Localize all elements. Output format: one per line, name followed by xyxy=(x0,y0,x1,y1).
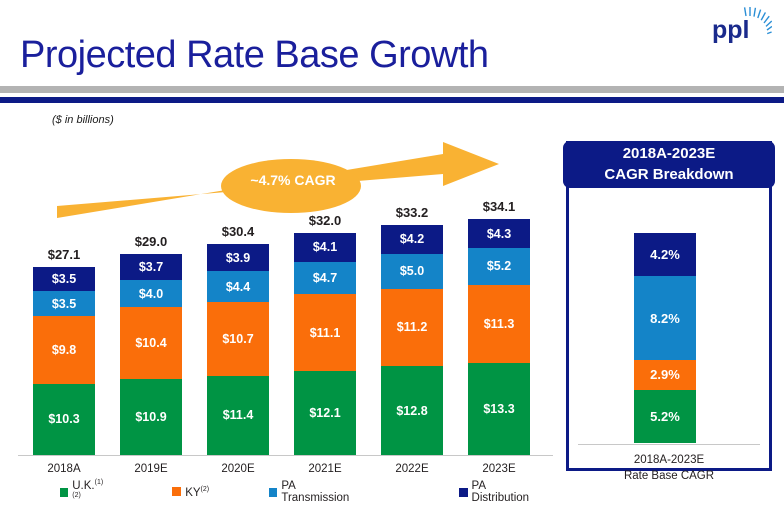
cagr-segment-uk: 5.2% xyxy=(634,389,696,443)
x-axis-label: 2022E xyxy=(395,463,429,475)
legend-swatch-icon xyxy=(172,487,182,497)
chart-legend: U.K.(1) (2) KY(2) PA Transmission PA Distri… xyxy=(60,479,540,505)
bar-total-label: $29.0 xyxy=(134,234,168,250)
bar-total-label: $27.1 xyxy=(47,247,81,263)
bar-segment-pa-distribution: $4.3 xyxy=(468,218,530,249)
bar-segment-ky: $11.1 xyxy=(294,294,356,372)
stacked-bar: $3.5 $3.5 $9.8 $10.3 xyxy=(33,267,95,455)
legend-label: PA Distribution xyxy=(471,480,530,504)
bar-segment-ky: $11.2 xyxy=(381,288,443,367)
cagr-segment-ky: 2.9% xyxy=(634,360,696,390)
bar-segment-pa-transmission: $5.2 xyxy=(468,248,530,285)
legend-label: KY(2) xyxy=(185,485,210,499)
ppl-logo: ppl xyxy=(710,4,773,46)
legend-item-pa-transmission[interactable]: PA Transmission xyxy=(269,480,359,504)
stacked-bar: $4.1 $4.7 $11.1 $12.1 xyxy=(294,233,356,455)
cagr-footer-line2: Rate Base CAGR xyxy=(623,470,715,483)
stacked-bar: $3.9 $4.4 $10.7 $11.4 xyxy=(207,244,269,455)
bar-segment-uk: $12.1 xyxy=(294,371,356,455)
bar-group: $33.2 $4.2 $5.0 $11.2 $12.8 2022E xyxy=(381,0,443,508)
stacked-bar: $4.3 $5.2 $11.3 $13.3 xyxy=(468,218,530,455)
cagr-segment-pa-distribution: 4.2% xyxy=(634,233,696,277)
x-axis-label: 2020E xyxy=(221,463,255,475)
cagr-panel-header: 2018A-2023E CAGR Breakdown xyxy=(563,141,775,188)
bar-segment-ky: $10.7 xyxy=(207,301,269,376)
legend-item-pa-distribution[interactable]: PA Distribution xyxy=(459,480,540,504)
x-axis-label: 2019E xyxy=(134,463,168,475)
bar-group: $32.0 $4.1 $4.7 $11.1 $12.1 2021E xyxy=(294,0,356,508)
bar-segment-ky: $9.8 xyxy=(33,315,95,384)
legend-item-ky[interactable]: KY(2) xyxy=(172,485,210,499)
bar-total-label: $34.1 xyxy=(482,198,516,214)
stacked-bar: $4.2 $5.0 $11.2 $12.8 xyxy=(381,224,443,455)
cagr-panel-baseline xyxy=(578,444,760,445)
bar-group: $27.1 $3.5 $3.5 $9.8 $10.3 2018A xyxy=(33,0,95,508)
bar-total-label: $30.4 xyxy=(221,224,255,240)
bar-total-label: $33.2 xyxy=(395,204,429,220)
bar-segment-uk: $12.8 xyxy=(381,366,443,455)
bar-segment-pa-transmission: $4.0 xyxy=(120,279,182,308)
legend-footnote-marker: (2) xyxy=(200,485,210,493)
chart-baseline xyxy=(18,455,553,456)
cagr-stacked-bar: 4.2% 8.2% 2.9% 5.2% xyxy=(634,233,696,443)
legend-swatch-icon xyxy=(269,487,278,497)
cagr-segment-pa-transmission: 8.2% xyxy=(634,276,696,361)
x-axis-label: 2021E xyxy=(308,463,342,475)
bar-segment-pa-distribution: $3.7 xyxy=(120,254,182,280)
header-divider-gray xyxy=(0,86,784,93)
bar-segment-uk: $11.4 xyxy=(207,375,269,455)
bar-segment-ky: $10.4 xyxy=(120,307,182,380)
units-note: ($ in billions) xyxy=(52,114,114,126)
cagr-panel-footer: 2018A-2023E Rate Base CAGR xyxy=(578,452,760,484)
bar-segment-pa-distribution: $4.1 xyxy=(294,233,356,262)
cagr-footer-line1: 2018A-2023E xyxy=(633,454,705,466)
header-divider-navy xyxy=(0,97,784,103)
cagr-panel-header-line2: CAGR Breakdown xyxy=(604,165,734,183)
bar-group: $29.0 $3.7 $4.0 $10.4 $10.9 2019E xyxy=(120,0,182,508)
legend-label: U.K.(1) (2) xyxy=(72,479,104,499)
bar-segment-pa-transmission: $5.0 xyxy=(381,254,443,289)
bar-segment-pa-distribution: $4.2 xyxy=(381,224,443,255)
bar-segment-ky: $11.3 xyxy=(468,284,530,363)
bar-group: $30.4 $3.9 $4.4 $10.7 $11.4 2020E xyxy=(207,0,269,508)
bar-segment-pa-distribution: $3.9 xyxy=(207,244,269,272)
x-axis-label: 2018A xyxy=(47,463,81,475)
page-title: Projected Rate Base Growth xyxy=(20,34,489,76)
ppl-logo-text: ppl xyxy=(712,16,750,44)
bar-segment-uk: $13.3 xyxy=(468,362,530,455)
bar-segment-pa-distribution: $3.5 xyxy=(33,267,95,292)
bar-segment-uk: $10.9 xyxy=(120,379,182,455)
legend-swatch-icon xyxy=(459,487,468,497)
bar-segment-uk: $10.3 xyxy=(33,383,95,455)
legend-label: PA Transmission xyxy=(281,480,350,504)
bar-segment-pa-transmission: $4.7 xyxy=(294,261,356,295)
legend-swatch-icon xyxy=(60,487,69,497)
cagr-callout-label: ~4.7% CAGR xyxy=(250,172,336,188)
cagr-panel-header-line1: 2018A-2023E xyxy=(622,145,716,163)
x-axis-label: 2023E xyxy=(482,463,516,475)
bar-segment-pa-transmission: $4.4 xyxy=(207,271,269,302)
stacked-bar: $3.7 $4.0 $10.4 $10.9 xyxy=(120,254,182,455)
bar-segment-pa-transmission: $3.5 xyxy=(33,291,95,316)
legend-footnote-marker: (1) (2) xyxy=(72,479,104,499)
bar-total-label: $32.0 xyxy=(308,213,342,229)
legend-item-uk[interactable]: U.K.(1) (2) xyxy=(60,479,110,505)
bar-group: $34.1 $4.3 $5.2 $11.3 $13.3 2023E xyxy=(468,0,530,508)
